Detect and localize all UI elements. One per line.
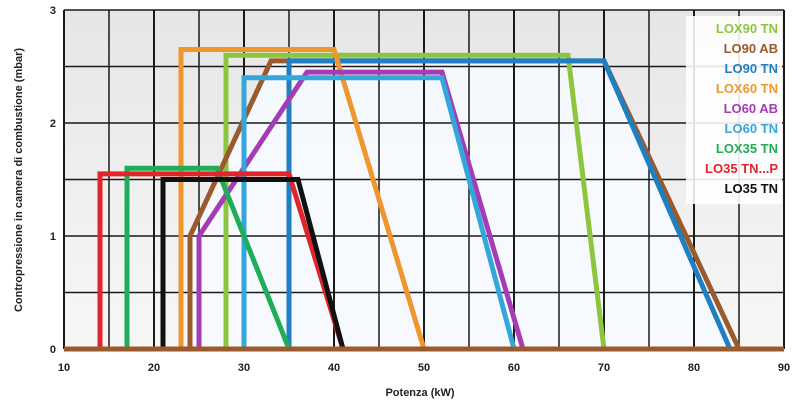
y-tick-label: 3 [50, 5, 56, 17]
legend-entry: LO35 TN [725, 181, 778, 196]
series-line-lox90-tn [223, 52, 607, 350]
x-tick-label: 10 [58, 362, 70, 374]
legend-entry: LO35 TN...P [705, 161, 778, 176]
working-field-fill [190, 60, 739, 349]
x-tick-label: 90 [778, 362, 790, 374]
legend-entry: LOX60 TN [716, 81, 778, 96]
x-axis-title: Potenza (kW) [385, 387, 454, 399]
legend: LOX90 TN LO90 AB LO90 TN LOX60 TN LO60 AB LO6… [686, 16, 782, 204]
series-line-lo90-tn [286, 58, 733, 351]
x-tick-label: 20 [148, 362, 160, 374]
x-tick-label: 30 [238, 362, 250, 374]
series-group [97, 47, 742, 351]
y-tick-label: 0 [50, 344, 56, 356]
y-tick-label: 2 [50, 118, 56, 130]
x-tick-label: 60 [508, 362, 520, 374]
y-tick-label: 1 [50, 231, 56, 243]
x-tick-label: 40 [328, 362, 340, 374]
legend-entry: LOX35 TN [716, 141, 778, 156]
series-line-lo90-ab [187, 58, 742, 351]
legend-entry: LO60 AB [724, 101, 778, 116]
y-axis-title: Contropressione in camera di combustione… [13, 48, 25, 312]
x-tick-label: 70 [598, 362, 610, 374]
series-line-lo35-tn-p [97, 171, 346, 350]
legend-entry: LOX90 TN [716, 21, 778, 36]
legend-entry: LO60 TN [725, 121, 778, 136]
legend-entry: LO90 AB [724, 41, 778, 56]
legend-entry: LO90 TN [725, 61, 778, 76]
x-tick-label: 80 [688, 362, 700, 374]
series-line-lo60-tn [241, 75, 517, 350]
series-line-lox35-tn [124, 165, 292, 350]
series-line-lo60-ab [196, 69, 526, 350]
series-line-lo35-tn [160, 177, 346, 350]
axes: 10 20 30 40 50 60 70 80 90 0 1 2 3 [50, 5, 790, 374]
legend-background [686, 16, 782, 204]
x-tick-label: 50 [418, 362, 430, 374]
series-line-lox60-tn [178, 47, 427, 350]
